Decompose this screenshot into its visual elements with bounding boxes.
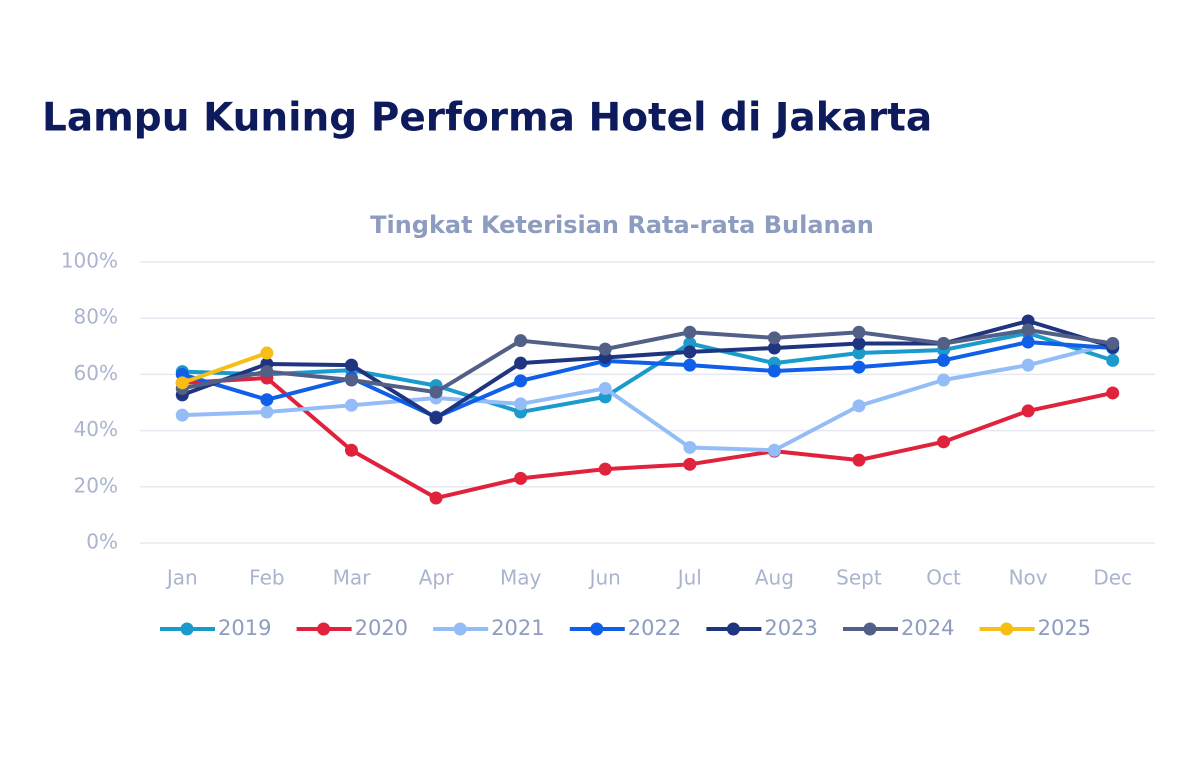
x-tick-label: Dec xyxy=(1093,566,1132,590)
legend-marker xyxy=(863,622,877,636)
point xyxy=(429,385,443,399)
point xyxy=(937,353,951,367)
point xyxy=(514,471,528,485)
series-line xyxy=(181,340,1113,420)
series-line xyxy=(181,328,1114,395)
legend-marker xyxy=(1000,622,1014,636)
point xyxy=(767,364,781,378)
point xyxy=(1021,323,1035,337)
point xyxy=(1106,336,1120,350)
x-tick-label: Jun xyxy=(588,566,621,590)
point xyxy=(852,453,866,467)
x-tick-label: Jan xyxy=(165,566,198,590)
y-tick-label: 20% xyxy=(74,473,118,497)
x-tick-label: Mar xyxy=(333,566,372,590)
point xyxy=(175,408,189,422)
point xyxy=(683,325,697,339)
point xyxy=(852,360,866,374)
point xyxy=(1021,358,1035,372)
point xyxy=(683,457,697,471)
point xyxy=(683,345,697,359)
x-tick-label: Oct xyxy=(926,566,961,590)
legend-marker xyxy=(453,622,467,636)
y-tick-label: 60% xyxy=(74,361,118,385)
point xyxy=(598,342,612,356)
legend-label: 2020 xyxy=(355,616,408,640)
point xyxy=(683,440,697,454)
y-tick-label: 0% xyxy=(86,530,118,554)
legend-marker xyxy=(180,622,194,636)
x-tick-label: May xyxy=(500,566,542,590)
point xyxy=(429,491,443,505)
x-tick-label: Apr xyxy=(419,566,454,590)
point xyxy=(175,376,189,390)
x-tick-label: Nov xyxy=(1009,566,1048,590)
point xyxy=(598,381,612,395)
point xyxy=(1106,353,1120,367)
point xyxy=(514,374,528,388)
series-line xyxy=(181,351,268,385)
chart-subtitle: Tingkat Keterisian Rata-rata Bulanan xyxy=(370,211,874,239)
legend-marker xyxy=(590,622,604,636)
point xyxy=(598,462,612,476)
point xyxy=(852,346,866,360)
legend-label: 2025 xyxy=(1038,616,1091,640)
series-line xyxy=(182,331,1114,415)
chart-title: Lampu Kuning Performa Hotel di Jakarta xyxy=(42,96,932,141)
point xyxy=(429,411,443,425)
legend-label: 2021 xyxy=(491,616,544,640)
x-tick-label: Feb xyxy=(249,566,284,590)
x-tick-label: Aug xyxy=(755,566,794,590)
point xyxy=(767,331,781,345)
point xyxy=(260,393,274,407)
legend-label: 2023 xyxy=(764,616,817,640)
point xyxy=(260,346,274,360)
y-tick-label: 100% xyxy=(61,249,118,273)
point xyxy=(344,398,358,412)
point xyxy=(260,365,274,379)
point xyxy=(1021,335,1035,349)
point xyxy=(937,373,951,387)
legend-label: 2019 xyxy=(218,616,271,640)
legend-marker xyxy=(317,622,331,636)
point xyxy=(767,443,781,457)
point xyxy=(1021,404,1035,418)
y-tick-label: 80% xyxy=(74,305,118,329)
legend-label: 2022 xyxy=(628,616,681,640)
series-line xyxy=(182,376,1114,501)
point xyxy=(344,358,358,372)
y-tick-label: 40% xyxy=(74,417,118,441)
point xyxy=(514,397,528,411)
legend-marker xyxy=(726,622,740,636)
point xyxy=(344,373,358,387)
point xyxy=(1021,314,1035,328)
point xyxy=(260,405,274,419)
point xyxy=(683,358,697,372)
point xyxy=(514,334,528,348)
point xyxy=(937,336,951,350)
point xyxy=(1106,386,1120,400)
point xyxy=(514,356,528,370)
x-tick-label: Sept xyxy=(836,566,882,590)
point xyxy=(344,443,358,457)
x-tick-label: Jul xyxy=(676,566,702,590)
point xyxy=(852,325,866,339)
legend-label: 2024 xyxy=(901,616,954,640)
point xyxy=(852,399,866,413)
point xyxy=(767,341,781,355)
point xyxy=(852,336,866,350)
series-line xyxy=(182,341,1114,453)
point xyxy=(937,435,951,449)
